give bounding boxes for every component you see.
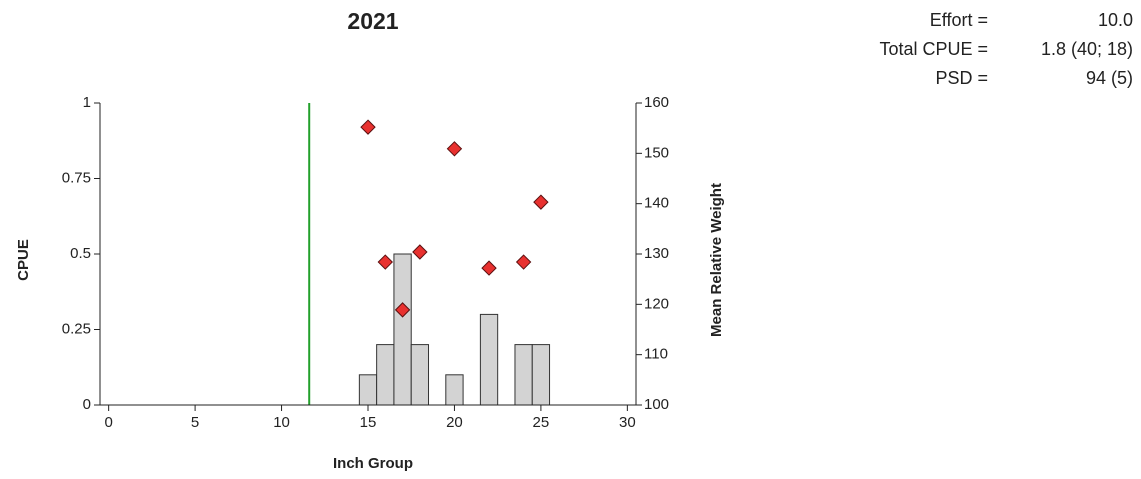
- y2-tick-label: 140: [644, 195, 669, 212]
- y2-tick-label: 110: [644, 346, 668, 363]
- y-tick-label: 0.25: [62, 320, 91, 337]
- y2-tick-label: 130: [644, 245, 669, 262]
- x-tick-label: 25: [533, 414, 550, 431]
- stat-value: 94 (5): [1086, 68, 1133, 88]
- x-tick-label: 30: [619, 414, 636, 431]
- bar: [531, 344, 551, 406]
- stat-label: Total CPUE =: [879, 39, 988, 59]
- y2-tick-label: 100: [644, 396, 669, 413]
- diamond-marker: [481, 260, 497, 276]
- stat-value: 1.8 (40; 18): [1041, 39, 1133, 59]
- y2-tick-label: 160: [644, 94, 669, 111]
- x-tick-label: 0: [104, 414, 112, 431]
- bar: [479, 313, 499, 406]
- y-tick-label: 1: [83, 94, 91, 111]
- chart-title: 2021: [347, 8, 398, 34]
- bar: [393, 253, 412, 406]
- bar: [514, 344, 533, 406]
- x-tick-label: 20: [446, 414, 463, 431]
- diamond-marker: [515, 254, 532, 270]
- stat-label: Effort =: [930, 10, 988, 30]
- y-tick-label: 0: [83, 396, 91, 413]
- x-axis-label: Inch Group: [333, 455, 413, 472]
- y-tick-label: 0.75: [62, 169, 91, 186]
- y2-tick-label: 120: [644, 295, 669, 312]
- y2-tick-label: 150: [644, 144, 669, 161]
- x-tick-label: 5: [191, 414, 199, 431]
- x-tick-label: 10: [273, 414, 290, 431]
- bar: [445, 374, 464, 406]
- y2-axis-label: Mean Relative Weight: [708, 183, 725, 337]
- y-tick-label: 0.5: [70, 245, 91, 262]
- diamond-marker: [360, 119, 376, 135]
- y-axis-label: CPUE: [15, 239, 32, 281]
- stat-value: 10.0: [1098, 10, 1133, 30]
- stat-label: PSD =: [935, 68, 988, 88]
- diamond-marker: [394, 302, 411, 318]
- bar: [358, 374, 378, 406]
- diamond-marker: [446, 141, 463, 157]
- diamond-marker: [533, 194, 549, 210]
- x-tick-label: 15: [360, 414, 377, 431]
- diamond-marker: [412, 244, 428, 260]
- diamond-marker: [377, 254, 393, 270]
- bar: [376, 344, 395, 406]
- bar: [410, 344, 430, 406]
